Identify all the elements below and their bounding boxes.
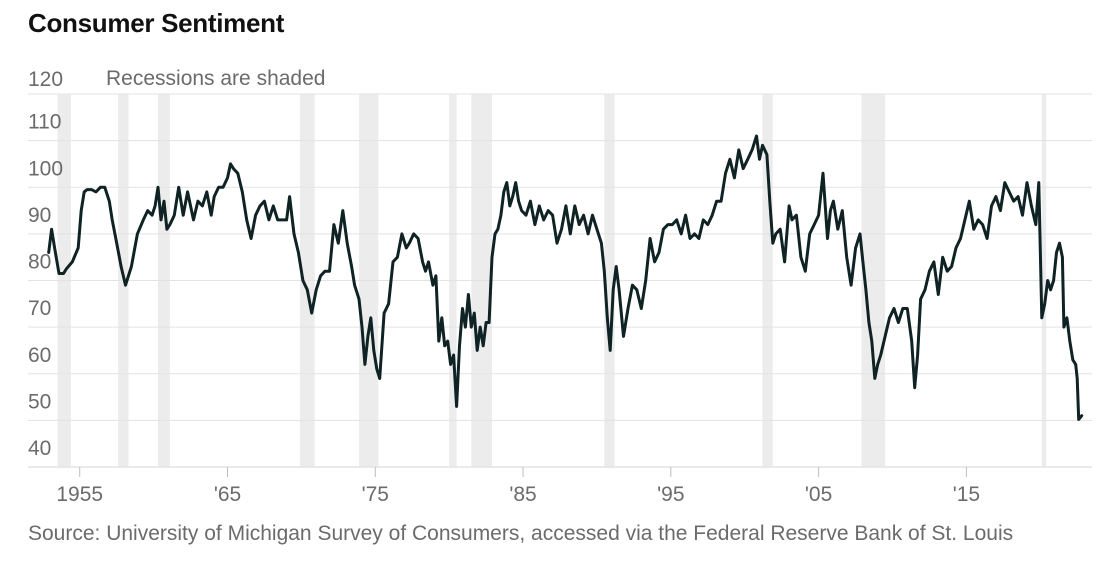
x-tick-label: 1955 [56, 483, 103, 506]
x-tick-label: '05 [805, 483, 832, 506]
y-axis-tick-labels: 40 50 60 70 80 90 100 110 120 [28, 68, 63, 460]
y-tick-label: 110 [28, 111, 61, 134]
y-tick-label: 60 [28, 344, 51, 367]
y-tick-label: 70 [28, 297, 51, 320]
y-tick-label: 40 [28, 437, 51, 460]
y-tick-label: 80 [28, 251, 51, 274]
y-tick-label: 90 [28, 204, 51, 227]
series-layer [47, 134, 1084, 421]
y-tick-label: 100 [28, 157, 63, 180]
recession-annotation: Recessions are shaded [106, 67, 325, 90]
line-chart: 40 50 60 70 80 90 100 110 120 1955 '65 '75 '85 '95 '0… [28, 67, 1092, 506]
source-note: Source: University of Michigan Survey of… [28, 522, 1014, 545]
x-axis-tick-labels: 1955 '65 '75 '85 '95 '05 '15 [56, 467, 980, 506]
chart-title: Consumer Sentiment [28, 8, 285, 38]
series-line-consumer-sentiment [47, 134, 1084, 421]
gridline-layer [28, 93, 1092, 468]
y-tick-label: 120 [28, 68, 63, 91]
y-tick-label: 50 [28, 390, 51, 413]
x-tick-label: '15 [953, 483, 980, 506]
x-tick-label: '65 [214, 483, 241, 506]
x-tick-label: '85 [509, 483, 536, 506]
x-tick-label: '75 [362, 483, 389, 506]
x-tick-label: '95 [657, 483, 684, 506]
